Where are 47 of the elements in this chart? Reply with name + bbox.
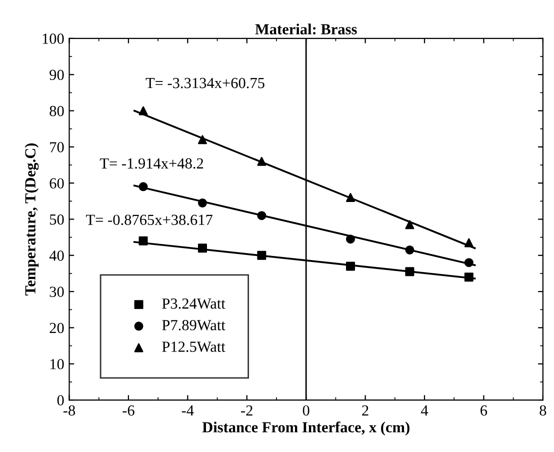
x-tick-label: 0: [302, 405, 310, 416]
y-tick-label: 90: [50, 70, 64, 80]
annotation: T= -3.3134x+60.75: [146, 78, 264, 88]
y-tick-label: 70: [50, 142, 64, 152]
x-tick-label: -2: [241, 405, 252, 416]
point: [138, 182, 148, 192]
x-axis-title: Distance From Interface, x (cm): [202, 422, 410, 436]
point: [464, 272, 474, 282]
x-tick-label: -6: [122, 405, 134, 416]
y-tick-label: 50: [50, 214, 64, 225]
point: [198, 198, 207, 208]
point: [257, 156, 266, 166]
x-tick-label: 8: [540, 405, 546, 416]
point: [198, 244, 207, 253]
x-tick-label: 4: [420, 405, 428, 416]
x-tick-label: -4: [182, 405, 194, 416]
y-tick-label: 10: [50, 359, 64, 370]
point: [257, 211, 266, 220]
point: [257, 250, 266, 260]
y-tick-label: 80: [50, 106, 64, 116]
legend-label: P3.24Watt: [162, 298, 226, 309]
y-axis-title: Temperature, T(Deg.C): [24, 143, 39, 296]
y-tick-label: 0: [57, 395, 64, 406]
x-tick-label: 2: [362, 405, 368, 416]
y-tick-label: 100: [42, 34, 64, 44]
y-tick-label: 60: [50, 178, 64, 189]
annotation: T= -0.8765x+38.617: [86, 214, 212, 226]
y-tick-label: 20: [50, 322, 64, 334]
point: [346, 234, 355, 244]
y-tick-label: 40: [49, 250, 64, 261]
point: [138, 106, 148, 116]
point: [405, 267, 414, 276]
point: [464, 258, 474, 268]
x-tick-label: 6: [480, 405, 488, 416]
point: [405, 220, 414, 230]
point: [346, 262, 355, 271]
legend-label: P7.89Watt: [162, 320, 226, 330]
annotation: T= -1.914x+48.2: [100, 158, 204, 169]
x-tick-label: -8: [63, 405, 76, 416]
y-tick-label: 30: [50, 286, 64, 297]
point: [464, 238, 474, 248]
point: [198, 135, 207, 144]
point: [346, 193, 355, 202]
point: [138, 236, 148, 246]
legend-label: P12.5Watt: [162, 342, 226, 352]
point: [405, 245, 414, 254]
chart-title: Material: Brass: [255, 24, 357, 34]
